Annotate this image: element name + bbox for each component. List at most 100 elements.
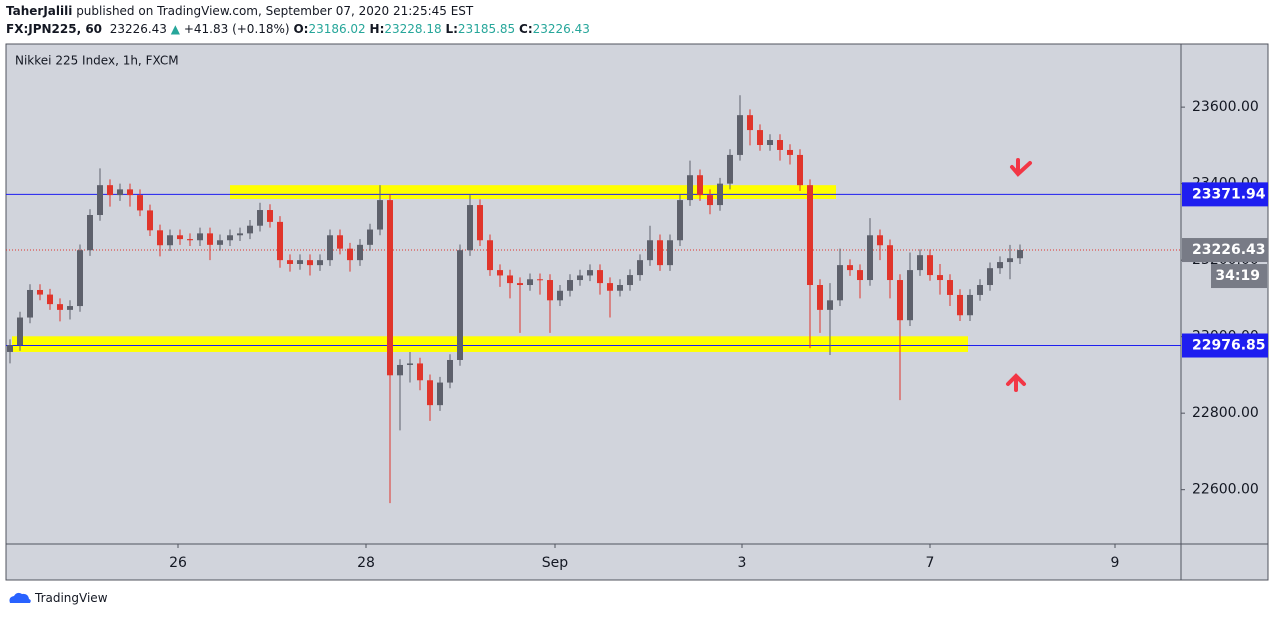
last-price-label: 23226.43 — [1192, 242, 1266, 258]
candle-body — [37, 289, 43, 295]
candle-body — [257, 210, 263, 226]
candle-body — [827, 300, 833, 310]
symbol: FX:JPN225, 60 — [6, 22, 103, 36]
chart-title: Nikkei 225 Index, 1h, FXCM — [15, 54, 179, 68]
candle-body — [137, 195, 143, 211]
candle-body — [787, 149, 793, 155]
candle-body — [637, 260, 643, 276]
candle-body — [167, 235, 173, 246]
price-label: 22976.85 — [1192, 338, 1266, 354]
y-tick-label: 22800.00 — [1192, 405, 1259, 421]
candle-body — [477, 205, 483, 241]
candle-body — [967, 294, 973, 316]
candle-body — [1007, 258, 1013, 263]
zone — [12, 336, 968, 352]
candle-body — [577, 275, 583, 281]
candle-body — [417, 363, 423, 381]
ohlc-line: FX:JPN225, 60 23226.43 ▲ +41.83 (+0.18%)… — [6, 22, 590, 36]
candle-body — [427, 380, 433, 406]
candle-body — [337, 235, 343, 249]
candle-body — [757, 130, 763, 145]
candle-body — [777, 140, 783, 150]
candle-body — [847, 265, 853, 271]
candle-body — [297, 260, 303, 264]
brand: TradingView — [35, 591, 108, 605]
candle-body — [507, 275, 513, 284]
x-tick-label: 9 — [1111, 555, 1120, 571]
candle-body — [327, 235, 333, 261]
candle-body — [677, 200, 683, 241]
candle-body — [227, 235, 233, 241]
logo — [9, 592, 31, 603]
candle-body — [47, 294, 53, 305]
candle-body — [957, 294, 963, 316]
candle-body — [147, 210, 153, 231]
candle-body — [487, 240, 493, 271]
candle-body — [857, 270, 863, 281]
candle-body — [317, 260, 323, 266]
l-label: L: — [445, 22, 458, 36]
candle-body — [97, 185, 103, 216]
last: 23226.43 — [109, 22, 167, 36]
candle-body — [747, 115, 753, 131]
up-arrow — [1006, 373, 1026, 392]
candle-body — [237, 233, 243, 236]
price-label-box — [1182, 333, 1268, 358]
candle-body — [997, 262, 1003, 269]
author: TaherJalili — [6, 4, 73, 18]
candle-body — [887, 245, 893, 281]
candle-body — [627, 275, 633, 286]
candle-body — [1017, 250, 1023, 259]
candle-body — [367, 229, 373, 245]
candle-body — [537, 279, 543, 281]
h-label: H: — [369, 22, 385, 36]
candle-body — [207, 233, 213, 245]
candle-body — [277, 221, 283, 261]
plot-layer — [6, 95, 1181, 504]
candle-body — [347, 248, 353, 261]
countdown: 34:19 — [1215, 268, 1260, 284]
last-price-box — [1182, 238, 1268, 263]
candle-body — [197, 233, 203, 241]
candle-body — [697, 175, 703, 196]
candle-body — [307, 260, 313, 266]
candle-body — [917, 255, 923, 271]
candle-body — [567, 280, 573, 291]
candle-body — [707, 195, 713, 206]
candle-body — [17, 317, 23, 346]
candle-body — [907, 270, 913, 321]
candle-body — [217, 240, 223, 245]
candle-body — [587, 270, 593, 276]
candle-body — [877, 235, 883, 246]
chart: Nikkei 225 Index, 1h, FXCM 22600.00 22800… — [5, 43, 1269, 581]
candle-body — [517, 283, 523, 286]
candle-body — [387, 200, 393, 376]
candle-body — [27, 289, 33, 318]
c-label: C: — [519, 22, 533, 36]
candle-body — [457, 250, 463, 360]
candle-body — [657, 240, 663, 266]
low: 23185.85 — [457, 22, 516, 36]
candle-body — [117, 189, 123, 196]
x-tick-label: 28 — [357, 555, 375, 571]
x-tick-label: 7 — [926, 555, 935, 571]
price-label-box — [1182, 182, 1268, 207]
y-tick-label: 22600.00 — [1192, 482, 1259, 498]
candle-body — [527, 279, 533, 286]
candle-body — [737, 115, 743, 155]
candle-body — [947, 280, 953, 295]
zone — [230, 185, 836, 199]
publish-line: TaherJalili published on TradingView.com… — [6, 4, 473, 18]
y-tick-label: 23600.00 — [1192, 99, 1259, 115]
candle-body — [67, 306, 73, 310]
candle-body — [177, 235, 183, 240]
x-tick-label: 3 — [738, 555, 747, 571]
change: +41.83 (+0.18%) — [183, 22, 290, 36]
candle-body — [687, 175, 693, 201]
candle-body — [7, 345, 13, 352]
candle-body — [597, 270, 603, 284]
candle-body — [617, 285, 623, 291]
high: 23228.18 — [384, 22, 442, 36]
candle-body — [187, 239, 193, 241]
